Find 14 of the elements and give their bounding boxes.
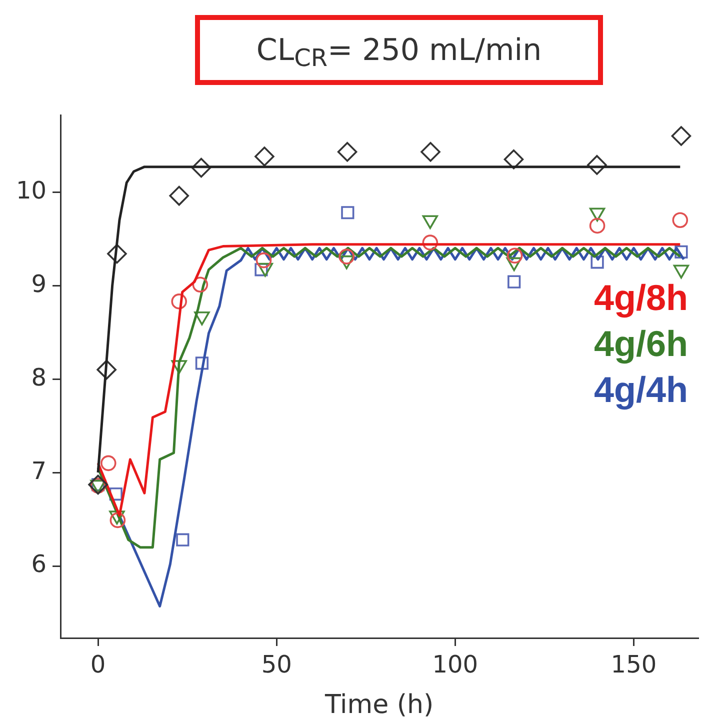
x-tick-label: 0 bbox=[90, 650, 106, 679]
y-tick-label: 8 bbox=[31, 363, 47, 392]
series-label: 4g/6h bbox=[594, 322, 688, 366]
y-tick-label: 10 bbox=[16, 176, 47, 204]
chart-title: CL$_{CR}$= 250 mL/min bbox=[195, 15, 603, 85]
y-tick-label: 9 bbox=[31, 270, 47, 298]
series-label: 4g/8h bbox=[594, 276, 688, 320]
x-tick-label: 100 bbox=[432, 650, 478, 679]
y-tick-label: 6 bbox=[31, 550, 47, 578]
x-tick-label: 50 bbox=[261, 650, 292, 679]
text: 4g/4h bbox=[594, 368, 688, 412]
y-tick-label: 7 bbox=[31, 456, 47, 485]
x-tick-label: 150 bbox=[610, 650, 657, 679]
x-axis-title: Time (h) bbox=[324, 690, 434, 720]
